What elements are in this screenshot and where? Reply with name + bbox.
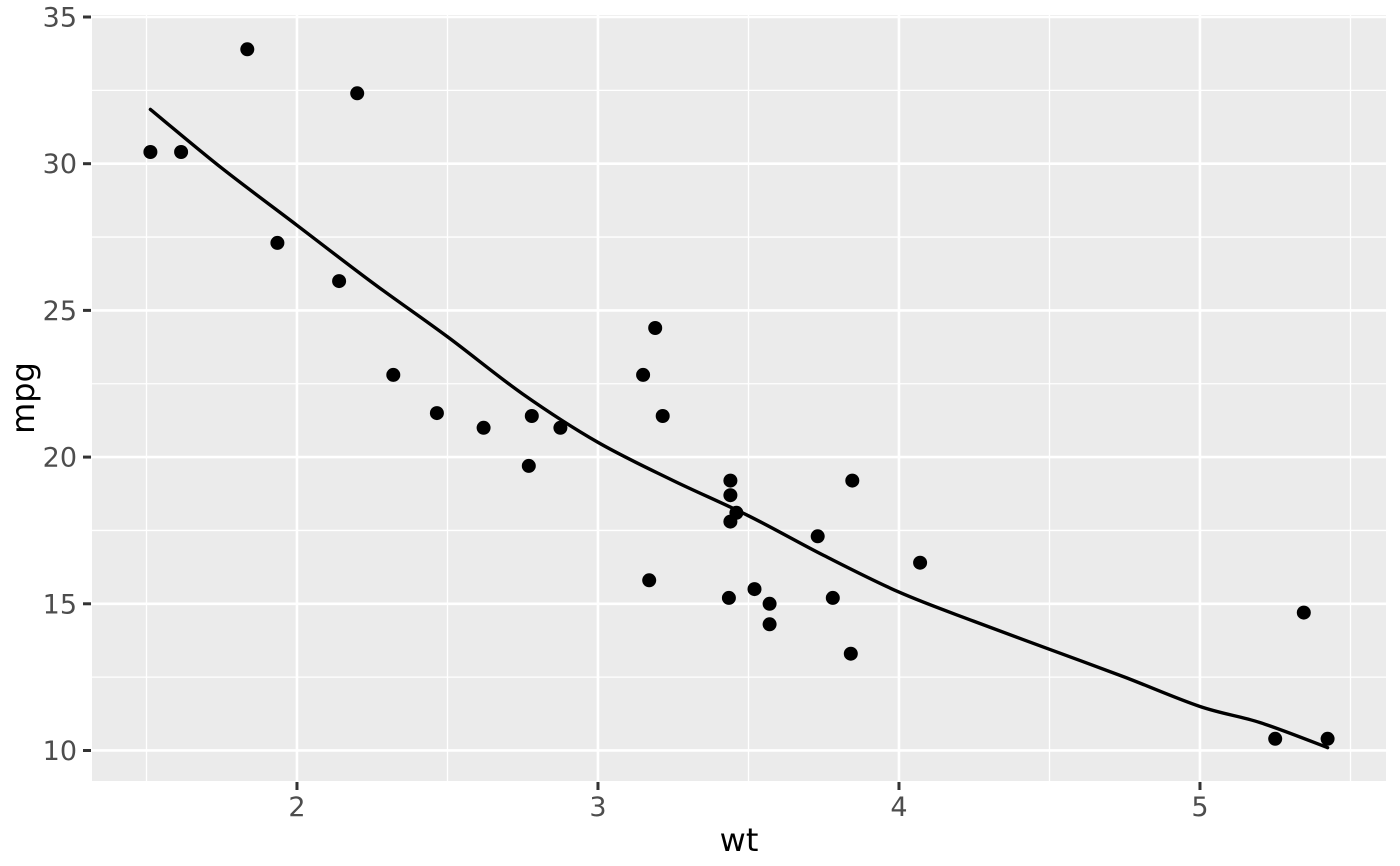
data-point (845, 473, 860, 488)
y-tick-label: 20 (43, 443, 77, 474)
data-point (553, 420, 568, 435)
y-tick-label: 15 (43, 589, 77, 620)
data-point (240, 42, 255, 57)
data-point (636, 367, 651, 382)
data-point (1320, 731, 1335, 746)
data-point (723, 473, 738, 488)
data-point (350, 86, 365, 101)
data-point (825, 590, 840, 605)
data-point (843, 646, 858, 661)
x-axis-title: wt (720, 821, 759, 859)
axis-tick-marks (83, 15, 1202, 790)
x-tick-label: 5 (1191, 792, 1208, 823)
data-point (386, 367, 401, 382)
data-point (810, 529, 825, 544)
minor-gridlines (92, 15, 1386, 781)
x-tick-label: 2 (288, 792, 305, 823)
data-points-layer (143, 42, 1335, 746)
plot-panel (92, 15, 1386, 781)
y-tick-label: 25 (43, 296, 77, 327)
y-tick-label: 10 (43, 736, 77, 767)
data-point (270, 235, 285, 250)
y-tick-label: 35 (43, 3, 77, 34)
loess-smooth-layer (148, 107, 1330, 750)
data-point (521, 458, 536, 473)
y-axis-title: mpg (4, 362, 42, 434)
data-point (143, 145, 158, 159)
data-point (524, 409, 539, 423)
data-point (332, 274, 347, 289)
data-point (476, 420, 491, 435)
loess-smooth-line (148, 107, 1330, 750)
data-point (747, 582, 762, 597)
y-tick-label: 30 (43, 149, 77, 180)
axis-tick-labels: 2 3 4 5 10 15 20 25 30 35 (43, 3, 1209, 824)
data-point (642, 573, 657, 588)
data-point (1296, 605, 1311, 620)
data-point (913, 555, 928, 570)
data-point (723, 488, 738, 503)
x-tick-label: 4 (890, 792, 907, 823)
data-point (655, 409, 670, 423)
data-point (429, 406, 444, 421)
data-point (762, 617, 777, 632)
data-point (721, 590, 736, 605)
data-point (1268, 731, 1283, 746)
x-tick-label: 3 (589, 792, 606, 823)
data-point (723, 514, 738, 529)
data-point (174, 145, 189, 159)
data-point (648, 321, 663, 335)
data-point (762, 596, 777, 611)
major-gridlines (92, 15, 1386, 781)
